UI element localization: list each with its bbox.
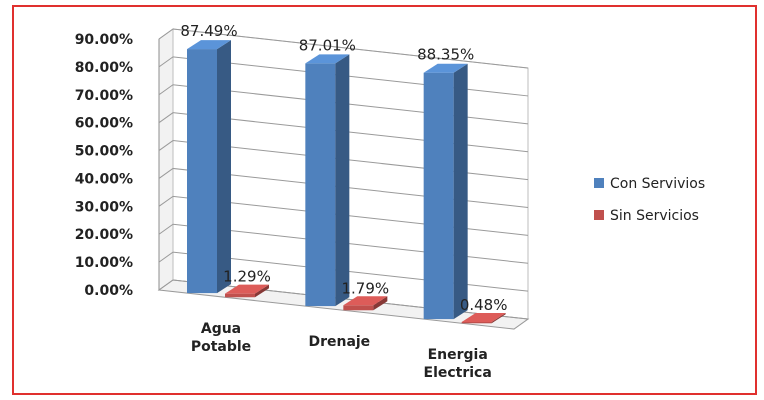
category-label: Drenaje	[308, 334, 370, 350]
category-label: Potable	[191, 339, 251, 355]
bar	[187, 49, 217, 294]
bar-side	[491, 312, 506, 324]
y-tick-label: 50.00%	[75, 144, 133, 160]
bar	[343, 305, 374, 311]
gridline	[158, 167, 529, 208]
y-tick-label: 20.00%	[75, 227, 133, 243]
data-label: 0.48%	[460, 296, 508, 314]
gridline	[158, 279, 529, 320]
gridline	[158, 251, 529, 292]
gridline	[158, 56, 529, 97]
legend: Con Servivios Sin Servicios	[594, 176, 705, 224]
bar-side	[255, 284, 269, 298]
legend-swatch	[594, 178, 604, 188]
category-label: Agua	[201, 321, 241, 337]
y-tick-label: 60.00%	[75, 116, 133, 132]
bar-side	[335, 54, 350, 307]
legend-label: Con Servivios	[610, 176, 705, 192]
y-tick-label: 90.00%	[75, 32, 133, 48]
chart-svg: 0.00% 10.00% 20.00% 30.00% 40.00% 50.00% 60.00…	[75, 22, 705, 381]
chart-frame: 0.00% 10.00% 20.00% 30.00% 40.00% 50.00% 60.00…	[12, 5, 757, 395]
gridline	[158, 84, 529, 125]
bar	[305, 63, 336, 307]
gridline	[158, 195, 529, 236]
y-tick-label: 80.00%	[75, 60, 133, 76]
bar-top	[461, 312, 506, 322]
y-tick-label: 0.00%	[84, 283, 133, 299]
bar-side	[453, 63, 468, 320]
gridlines	[158, 28, 529, 320]
legend-label: Sin Servicios	[610, 208, 699, 224]
data-label: 87.49%	[180, 22, 237, 40]
y-tick-labels: 0.00% 10.00% 20.00% 30.00% 40.00% 50.00% 60.00…	[75, 32, 133, 299]
data-label: 88.35%	[417, 46, 474, 64]
category-label: Energia	[428, 347, 488, 363]
gridline	[158, 223, 529, 264]
legend-swatch	[594, 210, 604, 220]
bar-top	[423, 63, 468, 73]
bar-side	[217, 40, 231, 294]
bars	[187, 40, 506, 324]
y-tick-label: 70.00%	[75, 88, 133, 104]
data-labels: 87.49% 1.29% 87.01% 1.79% 88.35% 0.48%	[180, 22, 507, 314]
side-wall	[158, 28, 174, 291]
y-tick-label: 40.00%	[75, 171, 133, 187]
data-label: 1.29%	[223, 268, 271, 286]
data-label: 1.79%	[342, 279, 390, 297]
bar-top	[343, 296, 388, 306]
bar-top	[225, 284, 269, 294]
bar-top	[305, 54, 350, 64]
y-tick-label: 30.00%	[75, 199, 133, 215]
bar	[225, 293, 255, 298]
gridline	[158, 112, 529, 153]
y-tick-label: 10.00%	[75, 255, 133, 271]
bar-side	[373, 296, 388, 311]
bar-top	[187, 40, 231, 50]
category-label: Electrica	[424, 365, 492, 381]
bar	[461, 321, 492, 324]
category-labels: Agua Potable Drenaje Energia Electrica	[191, 321, 492, 381]
bar	[423, 72, 454, 320]
data-label: 87.01%	[299, 36, 356, 54]
gridline	[158, 28, 529, 69]
gridline	[158, 140, 529, 181]
